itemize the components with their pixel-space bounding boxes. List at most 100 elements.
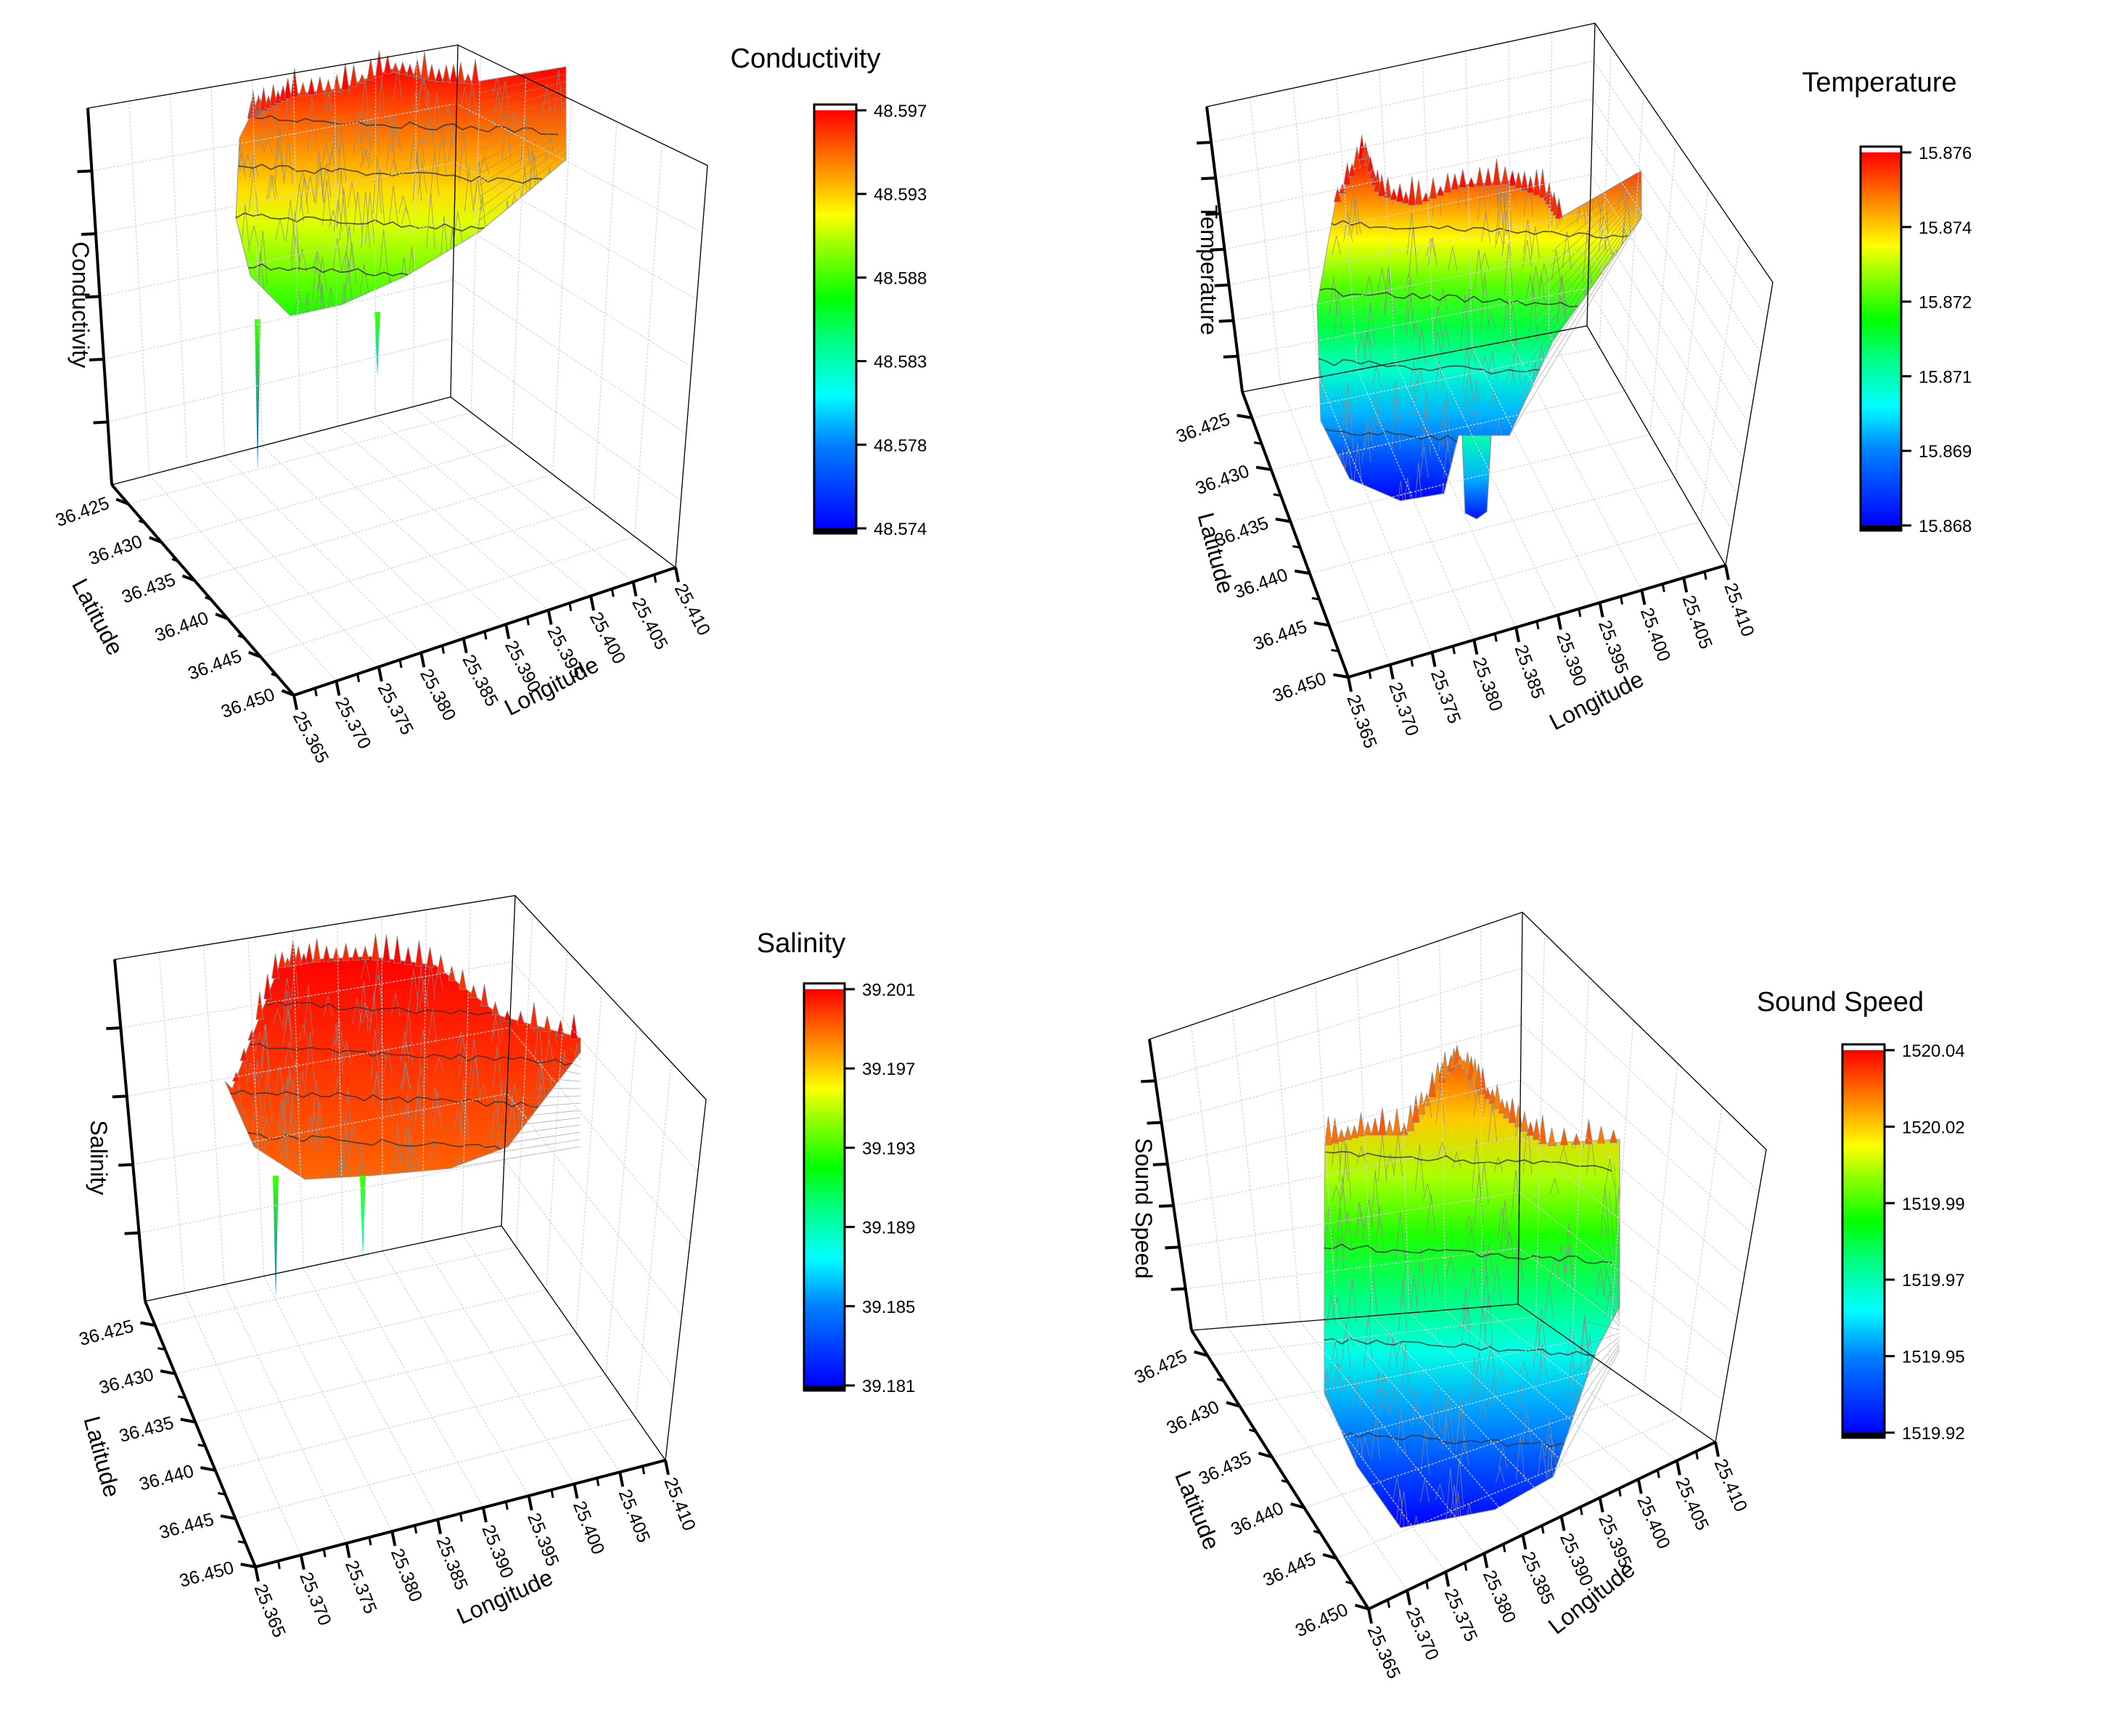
colorbar-overflow-high [814,105,856,110]
surface-peak [1501,166,1509,185]
colorbar-overflow-high [1842,1044,1885,1050]
mesh-spike [317,284,327,316]
longitude-tick [664,1459,670,1475]
surface-peak [1366,156,1374,173]
mesh-spike [403,1105,412,1161]
mesh-spike [1344,401,1354,450]
mesh-spike [314,274,324,316]
surface-peak [1390,187,1398,200]
longitude-tick-label: 25.375 [341,1557,381,1616]
longitude-minor-tick [483,631,488,640]
surface-spike [374,312,380,377]
floor-grid-line [224,455,422,653]
mesh-spike [1408,361,1419,393]
fan-line [478,95,567,128]
longitude-minor-tick [1579,1507,1583,1515]
mesh-spike [511,218,521,253]
surface-peak [1475,1063,1483,1090]
mesh-spike [1426,238,1436,257]
mesh-spike [1432,332,1443,358]
z-axis-title: Salinity [86,1120,112,1195]
mesh-spike [491,1015,501,1044]
longitude-tick-label: 25.410 [1720,580,1758,639]
colorbar: 1520.04 1520.02 1519.99 1519.97 1519.95 1519.… [1841,1041,1965,1444]
longitude-tick [436,1519,443,1535]
mesh-spike [286,1115,296,1160]
surface-peak [1538,1115,1547,1145]
fan-line [560,1057,581,1068]
mesh-spike [1539,263,1549,282]
panel-sound-speed: Sound Speed Sound Speed Latitude Longitu… [1131,912,1965,1682]
longitude-minor-tick [1425,1581,1430,1589]
back-wall-grid-line [292,930,304,1268]
mesh-spike [1388,1337,1398,1369]
mesh-spike [532,1157,541,1179]
panel-conductivity: Conductivity Conductivity Latitude Longi… [53,44,927,766]
surface-peak [1475,167,1484,187]
mesh-spike [532,271,541,292]
mesh-spike [393,1147,403,1173]
mesh-spike [333,1165,343,1179]
floor-grid-line [412,406,633,583]
mesh-spike [1588,350,1599,376]
mesh-spike [384,311,394,316]
fan-line [1594,1269,1620,1324]
panel-salinity: Salinity Salinity Latitude Longitude 36.… [77,895,915,1640]
mesh-spike [342,1047,352,1066]
surface-peak [464,73,472,84]
longitude-minor-tick [550,1489,554,1499]
floor-grid-line [1309,478,1676,574]
mesh-spike [253,1060,262,1118]
mesh-spike [1493,1155,1504,1172]
mesh-spike [1390,381,1401,422]
fan-line [478,123,567,175]
mesh-spike [307,97,317,152]
mesh-spike [393,1123,403,1167]
mesh-spike [237,93,247,112]
mesh-spike [1609,331,1619,388]
longitude-minor-tick [1387,1599,1391,1608]
mesh-spike [320,310,330,316]
mesh-spike [416,137,425,165]
surface-peak [1459,169,1467,188]
surface-peak [1456,1055,1465,1065]
longitude-tick [481,1507,488,1523]
mesh-spike [538,1145,549,1179]
mesh-spike [1545,446,1555,468]
surface-peak [1498,1099,1506,1114]
mesh-spike [423,91,433,143]
surface-peak [556,1020,565,1036]
mesh-spike [1348,1277,1358,1324]
mesh-spike [295,184,305,222]
mesh-spike [432,1090,443,1131]
mesh-spike [1614,409,1623,435]
mesh-spike [1395,1211,1406,1260]
longitude-minor-tick [414,1525,418,1534]
surface-peak [1554,198,1563,219]
latitude-minor-tick [197,1444,206,1448]
longitude-tick-label: 25.380 [416,666,460,724]
mesh-spike [1438,482,1448,501]
longitude-minor-tick [1451,645,1456,655]
longitude-minor-tick [1656,1470,1660,1478]
back-wall-grid-line [337,924,344,1260]
mesh-spike [352,998,362,1024]
mesh-spike [1385,1331,1395,1348]
mesh-spike [554,203,565,236]
mesh-spike [367,1171,377,1179]
floor-grid-line [1207,1316,1536,1356]
mesh-spike [493,90,503,125]
box-edge [111,396,451,486]
mesh-spike [1385,1153,1395,1175]
side-wall-grid-line [515,914,533,1248]
longitude-minor-tick [398,659,403,668]
surface-peak [1609,1129,1618,1143]
mesh-spike [1607,1459,1617,1510]
surface-spike [360,1176,366,1259]
back-wall-grid-line [203,945,225,1285]
mesh-spike [1580,1314,1590,1355]
mesh-spike [1575,155,1585,191]
z-axis-tick [112,1094,127,1099]
surface-peak [413,59,422,78]
z-axis-tick [1218,319,1234,323]
